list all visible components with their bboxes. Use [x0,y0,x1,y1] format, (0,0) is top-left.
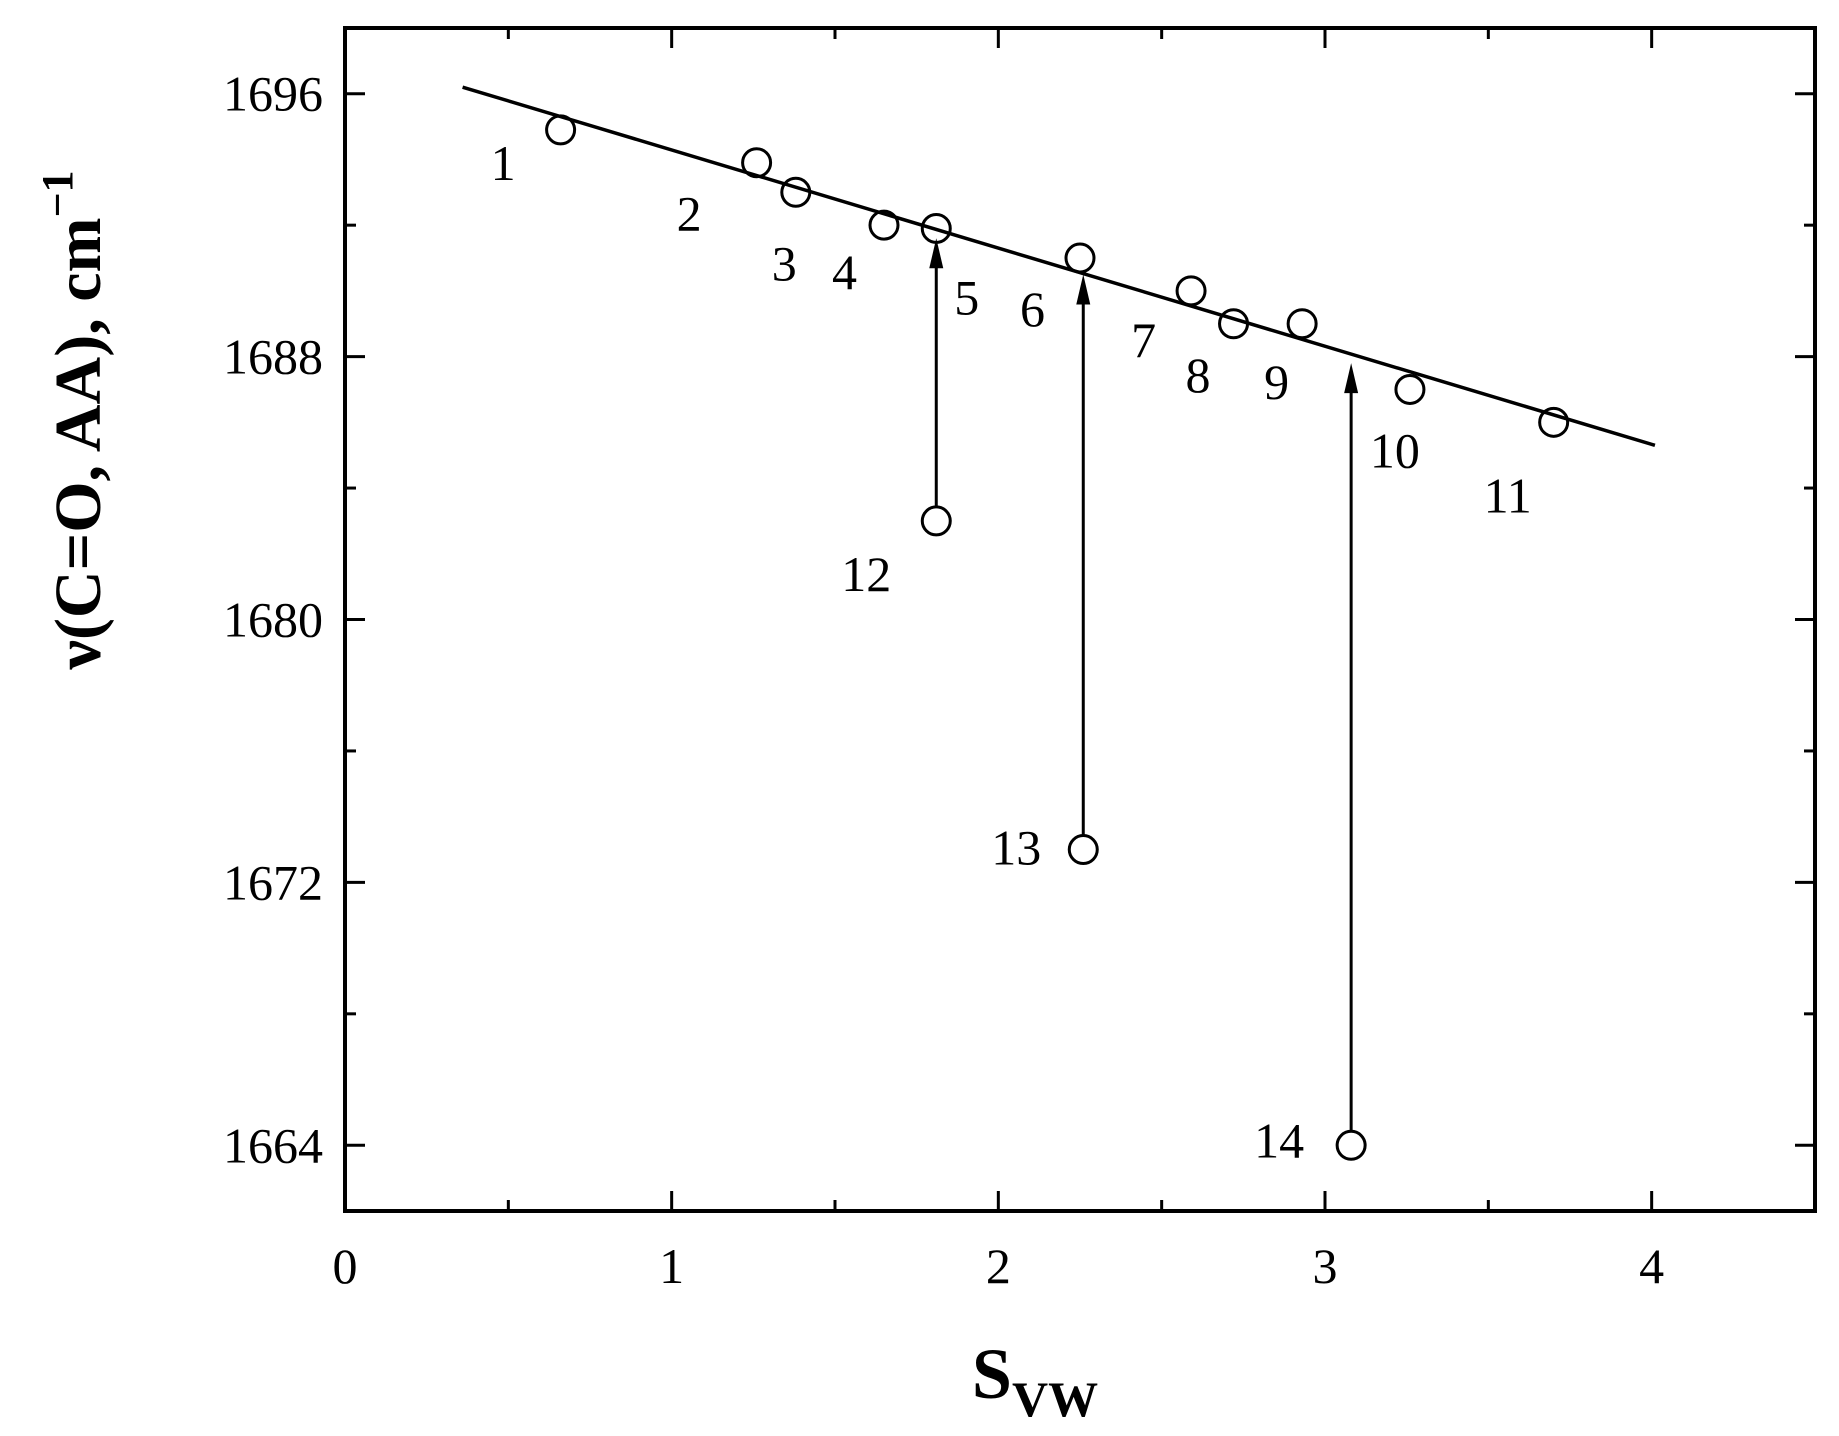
x-tick-label: 4 [1639,1238,1664,1294]
y-tick-label: 1696 [223,66,323,122]
point-label-8: 8 [1186,347,1211,403]
point-label-4: 4 [832,244,857,300]
data-point-7 [1175,275,1207,307]
data-point-12 [920,505,952,537]
x-tick-label: 0 [333,1238,358,1294]
point-label-3: 3 [772,235,797,291]
point-label-10: 10 [1370,422,1420,478]
x-tick-label: 2 [986,1238,1011,1294]
plot-frame [343,26,1817,1213]
data-point-8 [1218,308,1250,340]
ticks [343,28,1817,1211]
fit-line [462,85,1656,448]
data-point-10 [1394,373,1426,405]
points-group [545,114,1570,1161]
data-point-3 [780,176,812,208]
y-axis-title-main: ν(C=O, AA), cm [42,218,115,671]
data-point-5 [920,212,952,244]
point-label-13: 13 [991,820,1041,876]
data-point-2 [741,147,773,179]
arrow-head [1344,363,1359,394]
y-axis-title: ν(C=O, AA), cm−1 [33,170,115,670]
point-label-1: 1 [491,135,516,191]
arrows-group [929,238,1359,1132]
y-axis-title-superscript: −1 [33,170,82,217]
data-point-6 [1064,242,1096,274]
point-label-5: 5 [954,269,979,325]
fit-line-group [462,85,1656,448]
y-tick-label: 1664 [223,1117,323,1173]
data-point-1 [545,114,577,146]
data-point-11 [1538,406,1570,438]
x-axis-title-main: S [972,1334,1012,1414]
point-label-7: 7 [1131,312,1156,368]
data-point-4 [868,209,900,241]
data-point-13 [1067,834,1099,866]
point-label-12: 12 [841,546,891,602]
x-tick-label: 3 [1313,1238,1338,1294]
y-tick-label: 1688 [223,329,323,385]
point-label-9: 9 [1264,354,1289,410]
point-label-6: 6 [1020,281,1045,337]
arrow-head [929,238,944,269]
point-label-11: 11 [1484,467,1532,523]
point-label-2: 2 [677,186,702,242]
data-point-9 [1286,308,1318,340]
arrow-head [1076,274,1091,305]
point-label-14: 14 [1254,1112,1304,1168]
x-axis-title-subscript: VW [1012,1371,1098,1427]
data-point-14 [1335,1129,1367,1161]
y-tick-label: 1680 [223,592,323,648]
x-tick-label: 1 [659,1238,684,1294]
x-axis-title: SVW [972,1334,1098,1427]
y-tick-label: 1672 [223,854,323,910]
